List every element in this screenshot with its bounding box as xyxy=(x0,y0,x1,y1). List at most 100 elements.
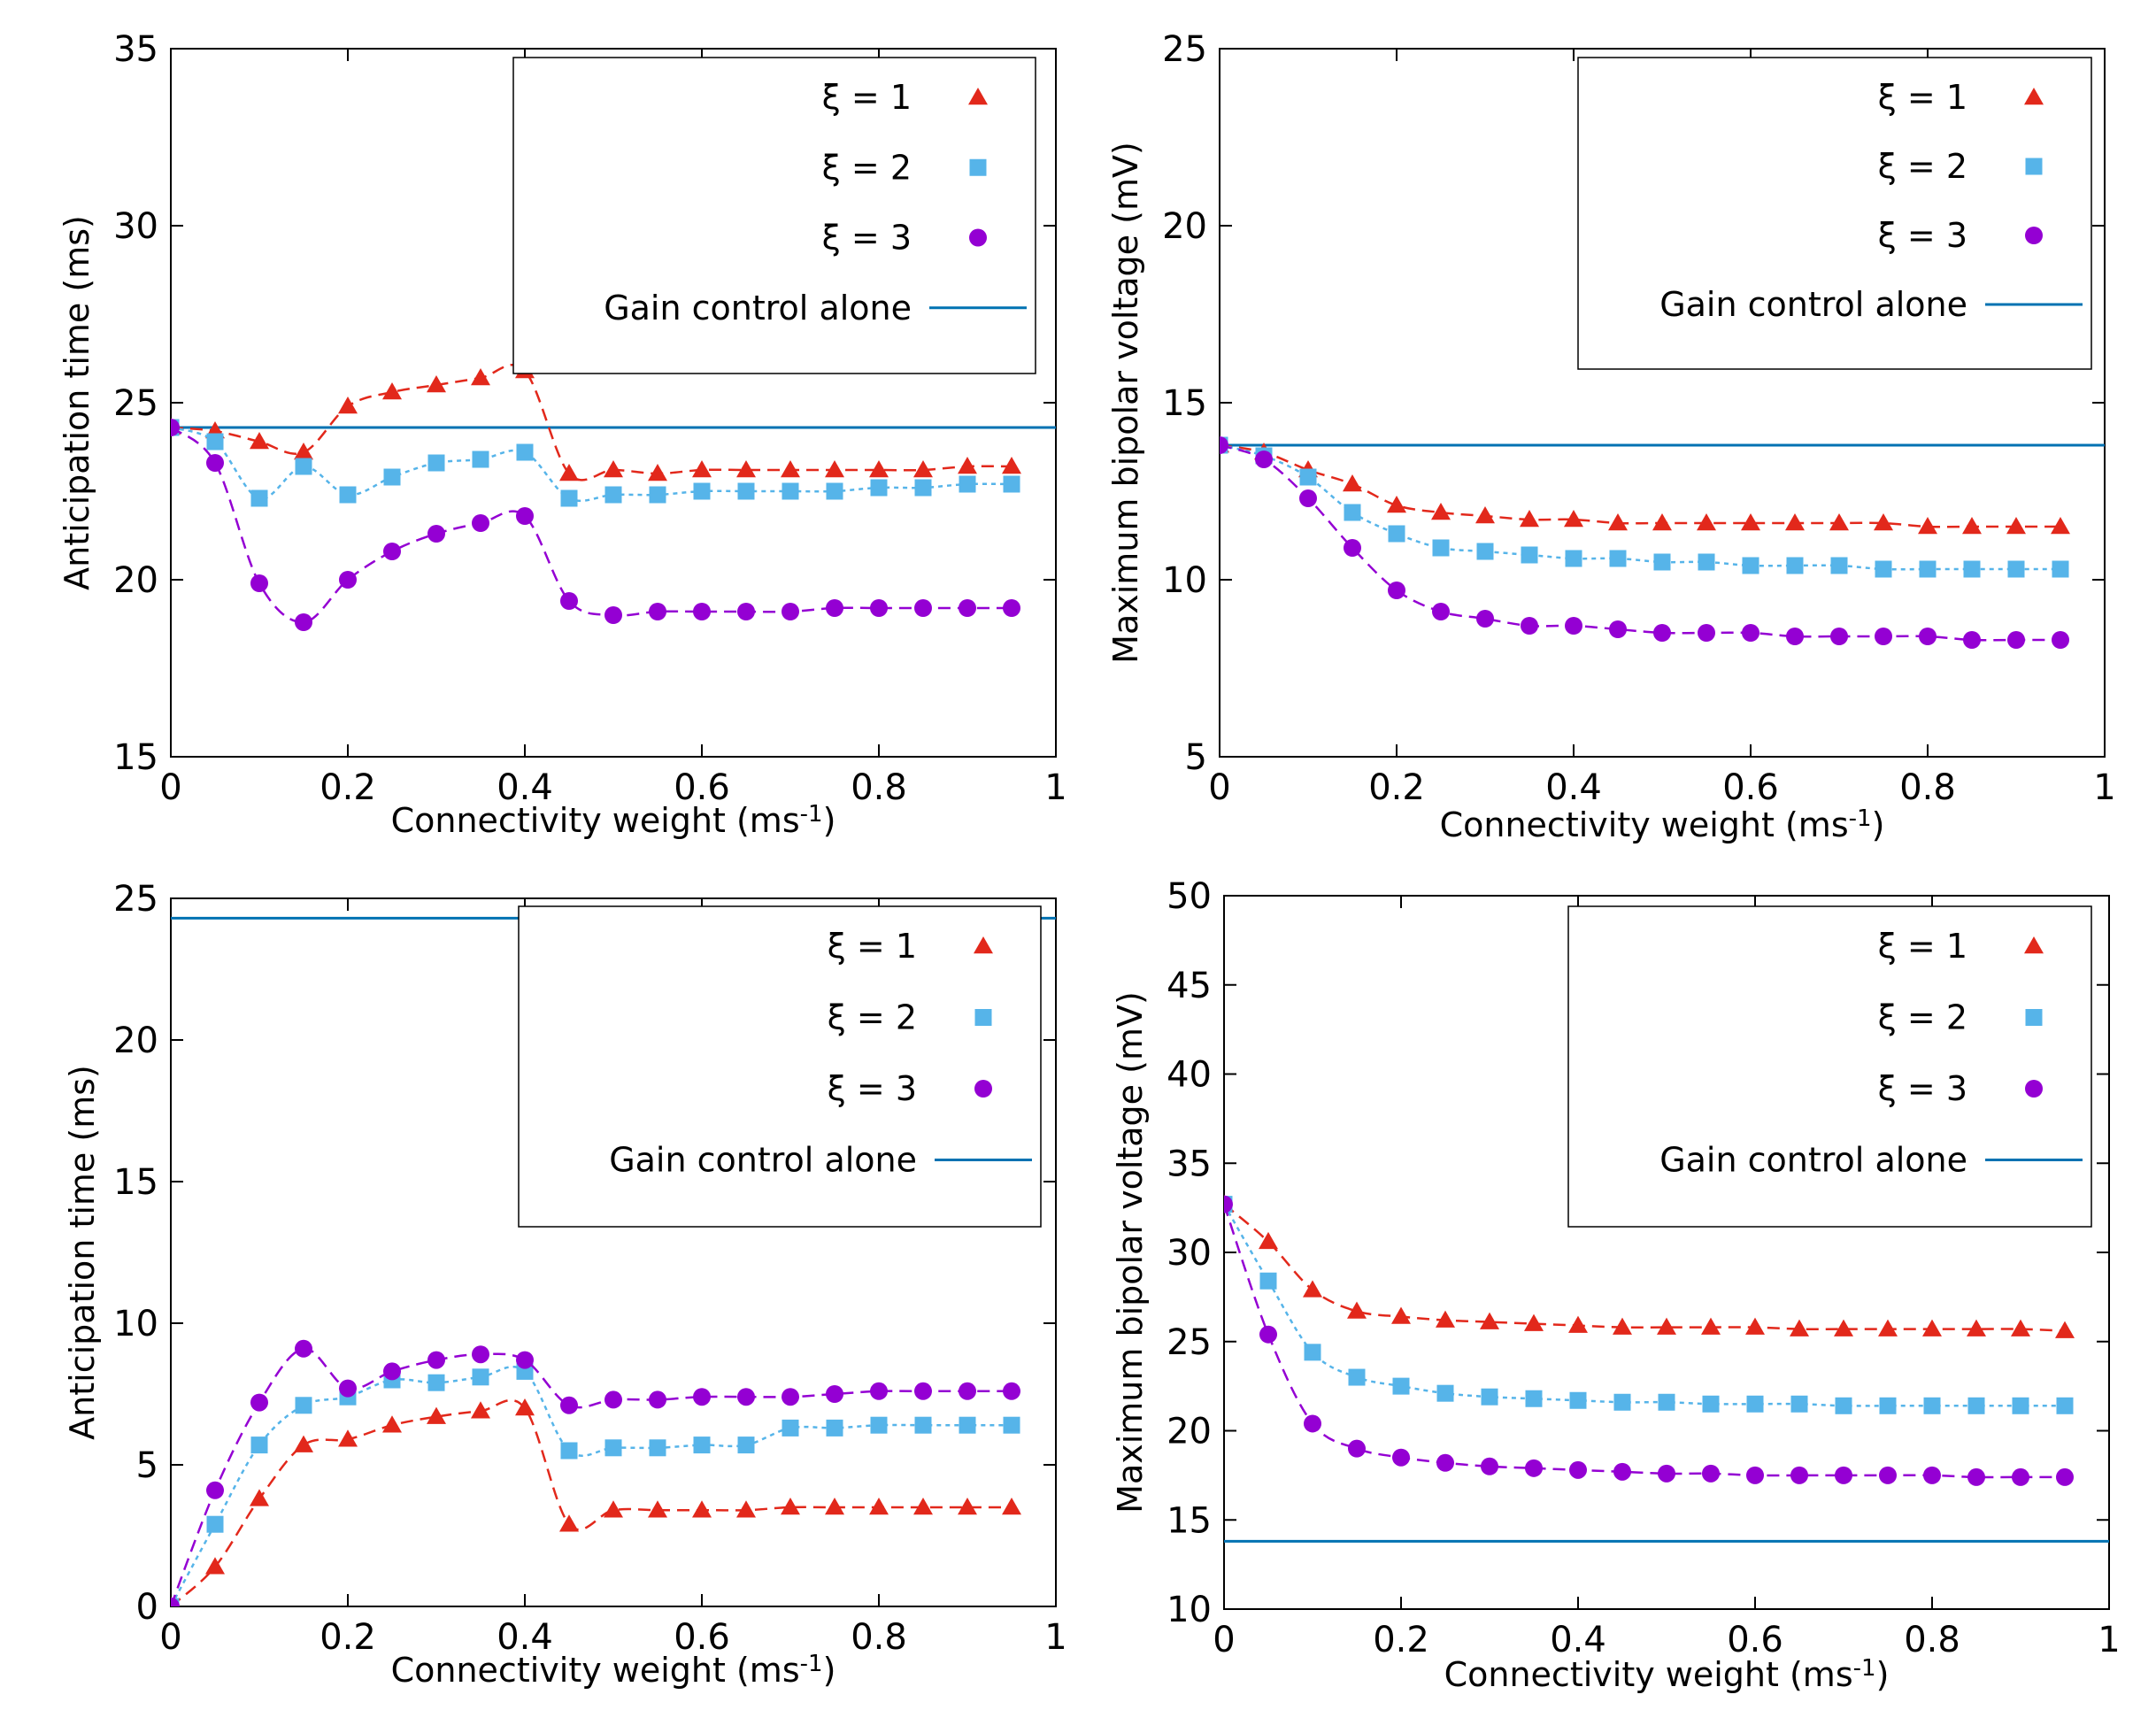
data-point-xi3 xyxy=(782,1388,799,1406)
data-point-xi1 xyxy=(338,1429,358,1447)
data-point-xi3 xyxy=(1299,489,1317,507)
x-axis-label-superscript: -1 xyxy=(800,1651,823,1677)
series-line-xi3 xyxy=(171,426,1012,624)
x-axis-label-main: Connectivity weight (ms xyxy=(1440,805,1849,844)
data-point-xi3 xyxy=(1875,628,1892,645)
data-point-xi3 xyxy=(649,603,666,620)
x-axis-label: Connectivity weight (ms-1) xyxy=(391,801,836,840)
x-tick-label: 0.2 xyxy=(1373,1620,1429,1660)
x-axis-label-main: Connectivity weight (ms xyxy=(391,1651,800,1690)
y-tick-label: 40 xyxy=(1167,1055,1212,1096)
data-point-xi2 xyxy=(1742,557,1759,574)
data-point-xi2 xyxy=(1299,468,1317,486)
data-point-xi3 xyxy=(1746,1466,1764,1484)
y-tick-label: 25 xyxy=(1162,29,1207,70)
legend-marker-xi2 xyxy=(2025,1009,2043,1026)
data-point-xi1 xyxy=(1259,1231,1278,1250)
x-tick-label: 1 xyxy=(2093,767,2115,808)
data-point-xi2 xyxy=(1569,1391,1587,1409)
data-point-xi2 xyxy=(560,489,578,507)
x-axis-label-superscript: -1 xyxy=(1853,1655,1876,1682)
legend-label-xi2: ξ = 2 xyxy=(828,998,917,1037)
data-point-xi2 xyxy=(693,482,711,500)
data-point-xi1 xyxy=(1922,1319,1942,1336)
data-point-xi3 xyxy=(1304,1414,1321,1433)
data-point-xi1 xyxy=(559,464,579,481)
legend-label-gain: Gain control alone xyxy=(604,289,912,327)
x-tick-label: 0 xyxy=(1213,1620,1235,1660)
data-point-xi1 xyxy=(382,382,402,400)
plot-area xyxy=(1224,1194,2109,1543)
data-point-xi2 xyxy=(826,1419,843,1437)
data-point-xi3 xyxy=(870,1382,888,1400)
data-point-xi3 xyxy=(959,1382,976,1400)
y-tick-label: 45 xyxy=(1167,966,1212,1006)
data-point-xi3 xyxy=(1224,1195,1233,1213)
data-point-xi2 xyxy=(1786,557,1804,574)
data-point-xi2 xyxy=(604,486,622,504)
data-point-xi3 xyxy=(1967,1467,1985,1486)
data-point-xi1 xyxy=(294,443,313,460)
data-point-xi3 xyxy=(737,1388,755,1406)
data-point-xi1 xyxy=(1878,1319,1898,1336)
data-point-xi3 xyxy=(1436,1453,1454,1472)
data-point-xi2 xyxy=(914,1416,932,1434)
data-point-xi3 xyxy=(472,1345,489,1364)
data-point-xi1 xyxy=(1657,1317,1676,1335)
data-point-xi3 xyxy=(1255,451,1273,468)
data-point-xi2 xyxy=(1923,1397,1941,1414)
data-point-xi3 xyxy=(560,1396,578,1414)
data-point-xi2 xyxy=(427,454,445,472)
y-tick-label: 20 xyxy=(113,1021,158,1061)
data-point-xi3 xyxy=(604,606,622,624)
data-point-xi2 xyxy=(1658,1393,1675,1411)
legend-marker-xi3 xyxy=(974,1080,992,1098)
legend-marker-xi1 xyxy=(2024,936,2044,954)
data-point-xi1 xyxy=(1347,1301,1367,1319)
data-point-xi3 xyxy=(1348,1439,1366,1458)
data-point-xi1 xyxy=(1652,513,1672,531)
x-axis-label-main: Connectivity weight (ms xyxy=(391,801,800,840)
data-point-xi3 xyxy=(339,571,357,589)
data-point-xi2 xyxy=(1304,1344,1321,1361)
data-point-xi1 xyxy=(1697,513,1716,531)
data-point-xi1 xyxy=(604,460,623,478)
data-point-xi1 xyxy=(648,1500,667,1518)
data-point-xi2 xyxy=(1481,1388,1498,1406)
data-point-xi1 xyxy=(781,460,800,478)
legend-marker-xi3 xyxy=(969,228,987,247)
data-point-xi3 xyxy=(250,1393,268,1412)
data-point-xi3 xyxy=(1698,624,1715,642)
data-point-xi2 xyxy=(339,486,357,504)
data-point-xi2 xyxy=(1879,1397,1897,1414)
x-tick-label: 0.4 xyxy=(497,767,553,808)
data-point-xi3 xyxy=(914,1382,932,1400)
y-tick-label: 30 xyxy=(113,206,158,247)
data-point-xi3 xyxy=(516,1351,534,1369)
data-point-xi3 xyxy=(826,599,843,617)
plot-area xyxy=(1220,435,2105,649)
data-point-xi3 xyxy=(2056,1467,2074,1486)
data-point-xi3 xyxy=(1259,1325,1277,1344)
data-point-xi2 xyxy=(1963,560,1981,578)
data-point-xi3 xyxy=(427,1351,445,1369)
y-tick-label: 25 xyxy=(113,383,158,424)
data-point-xi3 xyxy=(1653,624,1671,642)
data-point-xi2 xyxy=(472,451,489,468)
y-tick-label: 20 xyxy=(113,560,158,601)
data-point-xi1 xyxy=(692,1500,712,1518)
x-tick-label: 0.8 xyxy=(1899,767,1956,808)
data-point-xi3 xyxy=(1388,582,1405,599)
data-point-xi2 xyxy=(1835,1397,1852,1414)
x-tick-label: 1 xyxy=(2098,1620,2120,1660)
data-point-xi3 xyxy=(959,599,976,617)
data-point-xi1 xyxy=(1613,1317,1632,1335)
data-point-xi3 xyxy=(295,613,312,631)
data-point-xi1 xyxy=(958,457,977,474)
data-point-xi1 xyxy=(382,1415,402,1433)
data-point-xi3 xyxy=(1392,1448,1410,1467)
data-point-xi2 xyxy=(1565,550,1582,567)
data-point-xi2 xyxy=(1875,560,1892,578)
